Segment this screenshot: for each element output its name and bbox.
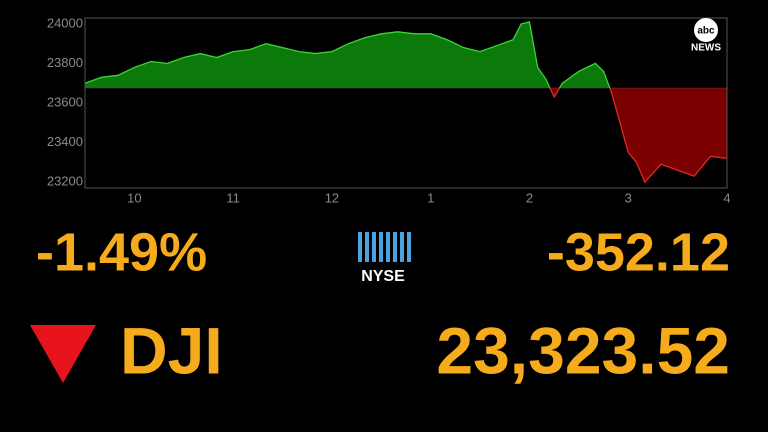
percent-change: -1.49% — [36, 222, 207, 282]
y-tick-label: 23400 — [47, 134, 83, 149]
y-tick-label: 24000 — [47, 15, 83, 30]
x-tick-label: 2 — [526, 190, 533, 205]
area-negative — [549, 88, 727, 183]
y-tick-label: 23200 — [47, 174, 83, 189]
x-tick-label: 3 — [625, 190, 632, 205]
index-price: 23,323.52 — [436, 313, 730, 387]
index-symbol: DJI — [120, 313, 223, 387]
area-positive — [85, 21, 727, 89]
logo-top: abc — [697, 26, 715, 37]
x-tick-label: 11 — [226, 190, 240, 205]
y-tick-label: 23800 — [47, 55, 83, 70]
x-tick-label: 10 — [127, 190, 141, 205]
line-positive — [84, 21, 611, 89]
plot-frame — [84, 17, 728, 189]
logo-circle — [694, 18, 718, 42]
point-change: -352.12 — [547, 222, 730, 282]
y-tick-label: 23600 — [47, 94, 83, 109]
down-arrow — [30, 325, 96, 383]
line-negative — [549, 88, 728, 184]
plot — [84, 21, 728, 184]
logo-bottom: NEWS — [691, 43, 721, 54]
x-tick-label: 1 — [427, 190, 434, 205]
x-tick-label: 4 — [723, 190, 730, 205]
exchange-logo — [358, 232, 411, 262]
exchange-name: NYSE — [361, 268, 405, 285]
x-tick-label: 12 — [325, 190, 339, 205]
